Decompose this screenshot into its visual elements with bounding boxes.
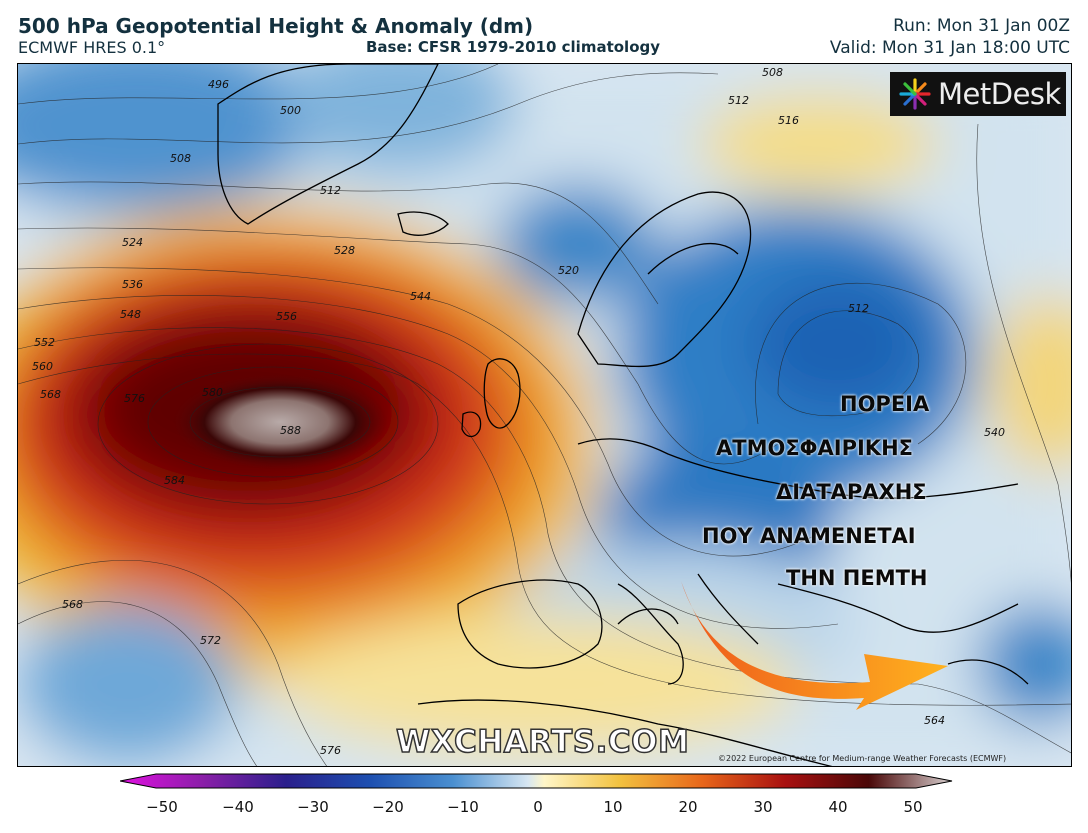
contour-label: 544	[410, 290, 431, 303]
height-contours	[18, 64, 1071, 766]
pinwheel-logo-icon	[899, 78, 931, 110]
contour-label: 516	[778, 114, 799, 127]
colorbar-tick: −50	[146, 798, 178, 816]
logo-text: MetDesk	[938, 77, 1061, 111]
colorbar-tick: 10	[603, 798, 623, 816]
contour-label: 528	[334, 244, 355, 257]
anomaly-field	[18, 64, 1071, 766]
contour-label: 524	[122, 236, 143, 249]
high-pressure-core	[172, 374, 388, 470]
contour-label: 584	[164, 474, 185, 487]
annotation-line: ΔΙΑΤΑΡΑΧΗΣ	[776, 480, 927, 504]
contour-label: 508	[762, 66, 783, 79]
watermark: WXCHARTS.COM	[395, 723, 690, 761]
coastlines	[217, 64, 1029, 766]
valid-time: Valid: Mon 31 Jan 18:00 UTC	[829, 38, 1070, 58]
colorbar-tick: 0	[533, 798, 543, 816]
contour-label: 576	[124, 392, 145, 405]
contour-label: 588	[280, 424, 301, 437]
contour-label: 512	[848, 302, 869, 315]
colorbar-tick: −20	[372, 798, 404, 816]
model-label: ECMWF HRES 0.1°	[18, 38, 166, 57]
colorbar-tick: 20	[678, 798, 698, 816]
metdesk-logo: MetDesk	[890, 72, 1066, 116]
orange-arrow-icon	[681, 581, 948, 710]
climatology-base: Base: CFSR 1979-2010 climatology	[366, 38, 661, 56]
colorbar-tick: 50	[903, 798, 923, 816]
contour-label: 576	[320, 744, 341, 757]
colorbar-tick: 40	[828, 798, 848, 816]
annotation-line: ΠΟΥ ΑΝΑΜΕΝΕΤΑΙ	[702, 524, 916, 548]
contour-label: 512	[728, 94, 749, 107]
contour-label: 556	[276, 310, 297, 323]
colorbar-tick: 30	[753, 798, 773, 816]
contour-label: 548	[120, 308, 141, 321]
colorbar	[119, 772, 960, 798]
contour-label: 580	[202, 386, 223, 399]
run-time: Run: Mon 31 Jan 00Z	[893, 16, 1070, 36]
copyright-notice: ©2022 European Centre for Medium-range W…	[718, 754, 1007, 763]
contour-label: 552	[34, 336, 55, 349]
annotation-line: ΑΤΜΟΣΦΑΙΡΙΚΗΣ	[716, 436, 913, 460]
contour-label: 572	[200, 634, 221, 647]
contour-label: 496	[208, 78, 229, 91]
contour-label: 564	[924, 714, 945, 727]
chart-title: 500 hPa Geopotential Height & Anomaly (d…	[18, 14, 534, 38]
map-canvas: 496 500 508 512 524 528 536 544 548 552 …	[18, 64, 1071, 766]
colorbar-svg	[119, 773, 953, 789]
colorbar-tick: −30	[297, 798, 329, 816]
annotation-line: ΠΟΡΕΙΑ	[840, 392, 930, 416]
colorbar-tick: −40	[222, 798, 254, 816]
contour-label: 536	[122, 278, 143, 291]
contour-label: 520	[558, 264, 579, 277]
anomaly-map: 496 500 508 512 524 528 536 544 548 552 …	[17, 63, 1072, 767]
contour-label: 508	[170, 152, 191, 165]
colorbar-gradient	[119, 773, 953, 789]
colorbar-tick: −10	[447, 798, 479, 816]
contour-label: 560	[32, 360, 53, 373]
contour-label: 568	[62, 598, 83, 611]
contour-labels: 496 500 508 512 524 528 536 544 548 552 …	[32, 66, 1005, 757]
contour-label: 568	[40, 388, 61, 401]
annotation-line: ΤΗΝ ΠΕΜΤΗ	[786, 566, 928, 590]
contour-label: 540	[984, 426, 1005, 439]
contour-label: 500	[280, 104, 301, 117]
contour-label: 512	[320, 184, 341, 197]
